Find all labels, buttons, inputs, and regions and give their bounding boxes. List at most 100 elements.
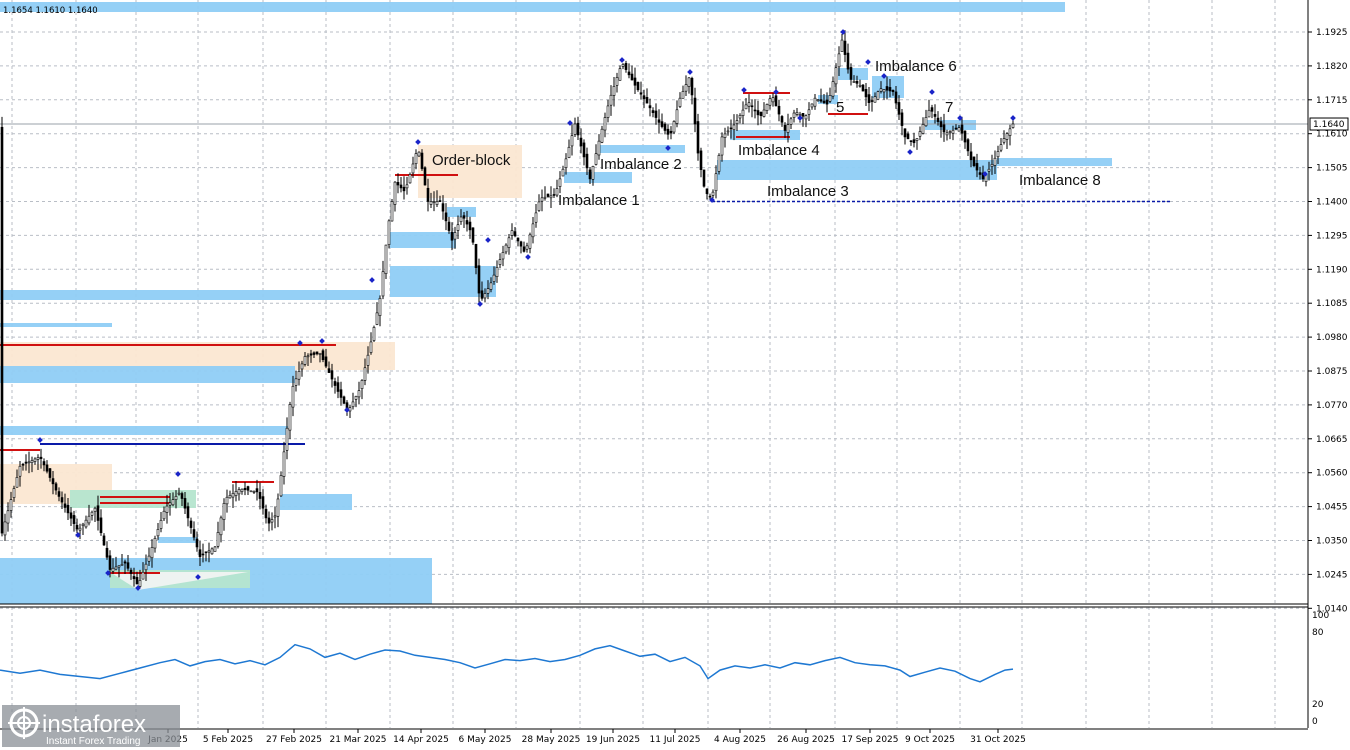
bull-candle bbox=[852, 81, 856, 83]
bear-candle bbox=[105, 547, 109, 558]
bear-candle bbox=[198, 549, 202, 557]
bull-candle bbox=[372, 327, 376, 341]
x-tick-label: 28 May 2025 bbox=[522, 735, 581, 745]
bear-candle bbox=[846, 52, 850, 70]
annotation-label: Imbalance 8 bbox=[1019, 172, 1101, 189]
fractal-marker bbox=[175, 471, 181, 477]
annotation-label: 5 bbox=[836, 99, 844, 116]
bear-candle bbox=[753, 109, 757, 112]
bear-candle bbox=[204, 551, 208, 554]
bull-candle bbox=[717, 155, 721, 172]
bull-candle bbox=[249, 490, 253, 493]
bull-candle bbox=[1005, 133, 1009, 140]
bear-candle bbox=[513, 231, 517, 237]
bear-candle bbox=[864, 89, 868, 98]
bull-candle bbox=[9, 499, 13, 511]
bull-candle bbox=[837, 53, 841, 68]
bear-candle bbox=[264, 508, 268, 519]
bull-candle bbox=[153, 538, 157, 549]
y-tick-label: 1.0665 bbox=[1316, 435, 1348, 445]
bull-candle bbox=[681, 91, 685, 99]
bear-candle bbox=[201, 553, 205, 556]
y-tick-label: 1.0350 bbox=[1316, 537, 1348, 547]
bull-candle bbox=[741, 109, 745, 116]
bear-candle bbox=[756, 110, 760, 116]
annotation-label: Imbalance 3 bbox=[767, 183, 849, 200]
annotation-label: Imbalance 1 bbox=[558, 192, 640, 209]
bull-candle bbox=[141, 571, 145, 580]
bull-candle bbox=[210, 548, 214, 555]
x-tick-label: 19 Jun 2025 bbox=[586, 735, 640, 745]
bear-candle bbox=[135, 577, 139, 585]
bull-candle bbox=[120, 564, 124, 566]
bear-candle bbox=[651, 110, 655, 114]
bull-candle bbox=[300, 363, 304, 370]
bull-candle bbox=[561, 168, 565, 177]
bull-candle bbox=[528, 234, 532, 249]
bull-candle bbox=[807, 109, 811, 115]
fractal-marker bbox=[665, 145, 671, 151]
bull-candle bbox=[360, 380, 364, 389]
bear-candle bbox=[819, 99, 823, 102]
bear-candle bbox=[906, 133, 910, 140]
fractal-marker bbox=[567, 120, 573, 126]
logo-tagline: Instant Forex Trading bbox=[46, 736, 141, 747]
y-tick-label: 1.0770 bbox=[1316, 401, 1348, 411]
bull-candle bbox=[927, 109, 931, 118]
annotation-label: Imbalance 2 bbox=[600, 156, 682, 173]
y-tick-label: 1.0980 bbox=[1316, 333, 1348, 343]
bull-candle bbox=[150, 547, 154, 559]
bull-candle bbox=[591, 166, 595, 180]
bull-candle bbox=[387, 220, 391, 246]
bear-candle bbox=[654, 110, 658, 118]
imbalance-zone bbox=[818, 95, 838, 104]
bear-candle bbox=[624, 63, 628, 70]
bull-candle bbox=[273, 515, 277, 518]
bear-candle bbox=[939, 121, 943, 128]
bull-candle bbox=[828, 95, 832, 102]
bear-candle bbox=[963, 130, 967, 143]
bear-candle bbox=[639, 92, 643, 95]
bull-candle bbox=[768, 98, 772, 106]
bear-candle bbox=[696, 121, 700, 154]
bear-candle bbox=[126, 562, 130, 569]
bull-candle bbox=[354, 395, 358, 400]
imbalance-zone bbox=[0, 290, 380, 300]
bear-candle bbox=[45, 464, 49, 472]
bull-candle bbox=[18, 465, 22, 477]
bull-candle bbox=[945, 132, 949, 136]
bear-candle bbox=[183, 498, 187, 509]
bull-candle bbox=[432, 201, 436, 203]
bull-candle bbox=[27, 461, 31, 464]
bear-candle bbox=[195, 538, 199, 548]
bull-candle bbox=[12, 488, 16, 498]
bear-candle bbox=[315, 351, 319, 355]
ohlc-readout: 1.1654 1.1610 1.1640 bbox=[3, 6, 98, 16]
y-tick-label: 1.0455 bbox=[1316, 503, 1348, 513]
bear-candle bbox=[132, 576, 136, 580]
bull-candle bbox=[297, 371, 301, 380]
bear-candle bbox=[471, 227, 475, 243]
bear-candle bbox=[63, 503, 67, 508]
bear-candle bbox=[960, 124, 964, 134]
bull-candle bbox=[573, 123, 577, 135]
liquidity-wedge bbox=[110, 572, 248, 590]
bear-candle bbox=[267, 517, 271, 524]
bull-candle bbox=[459, 216, 463, 223]
bull-candle bbox=[1008, 128, 1012, 136]
y-tick-label: 1.1295 bbox=[1316, 231, 1348, 241]
fractal-marker bbox=[135, 585, 141, 591]
bear-candle bbox=[342, 396, 346, 404]
bull-candle bbox=[216, 532, 220, 547]
bull-candle bbox=[678, 97, 682, 107]
bull-candle bbox=[15, 477, 19, 488]
logo-text: instaforex bbox=[42, 711, 146, 738]
bear-candle bbox=[972, 156, 976, 166]
bear-candle bbox=[708, 195, 712, 198]
bear-candle bbox=[891, 89, 895, 93]
bull-candle bbox=[303, 356, 307, 365]
bear-candle bbox=[633, 77, 637, 86]
bull-candle bbox=[483, 293, 487, 299]
fractal-marker bbox=[105, 570, 111, 576]
